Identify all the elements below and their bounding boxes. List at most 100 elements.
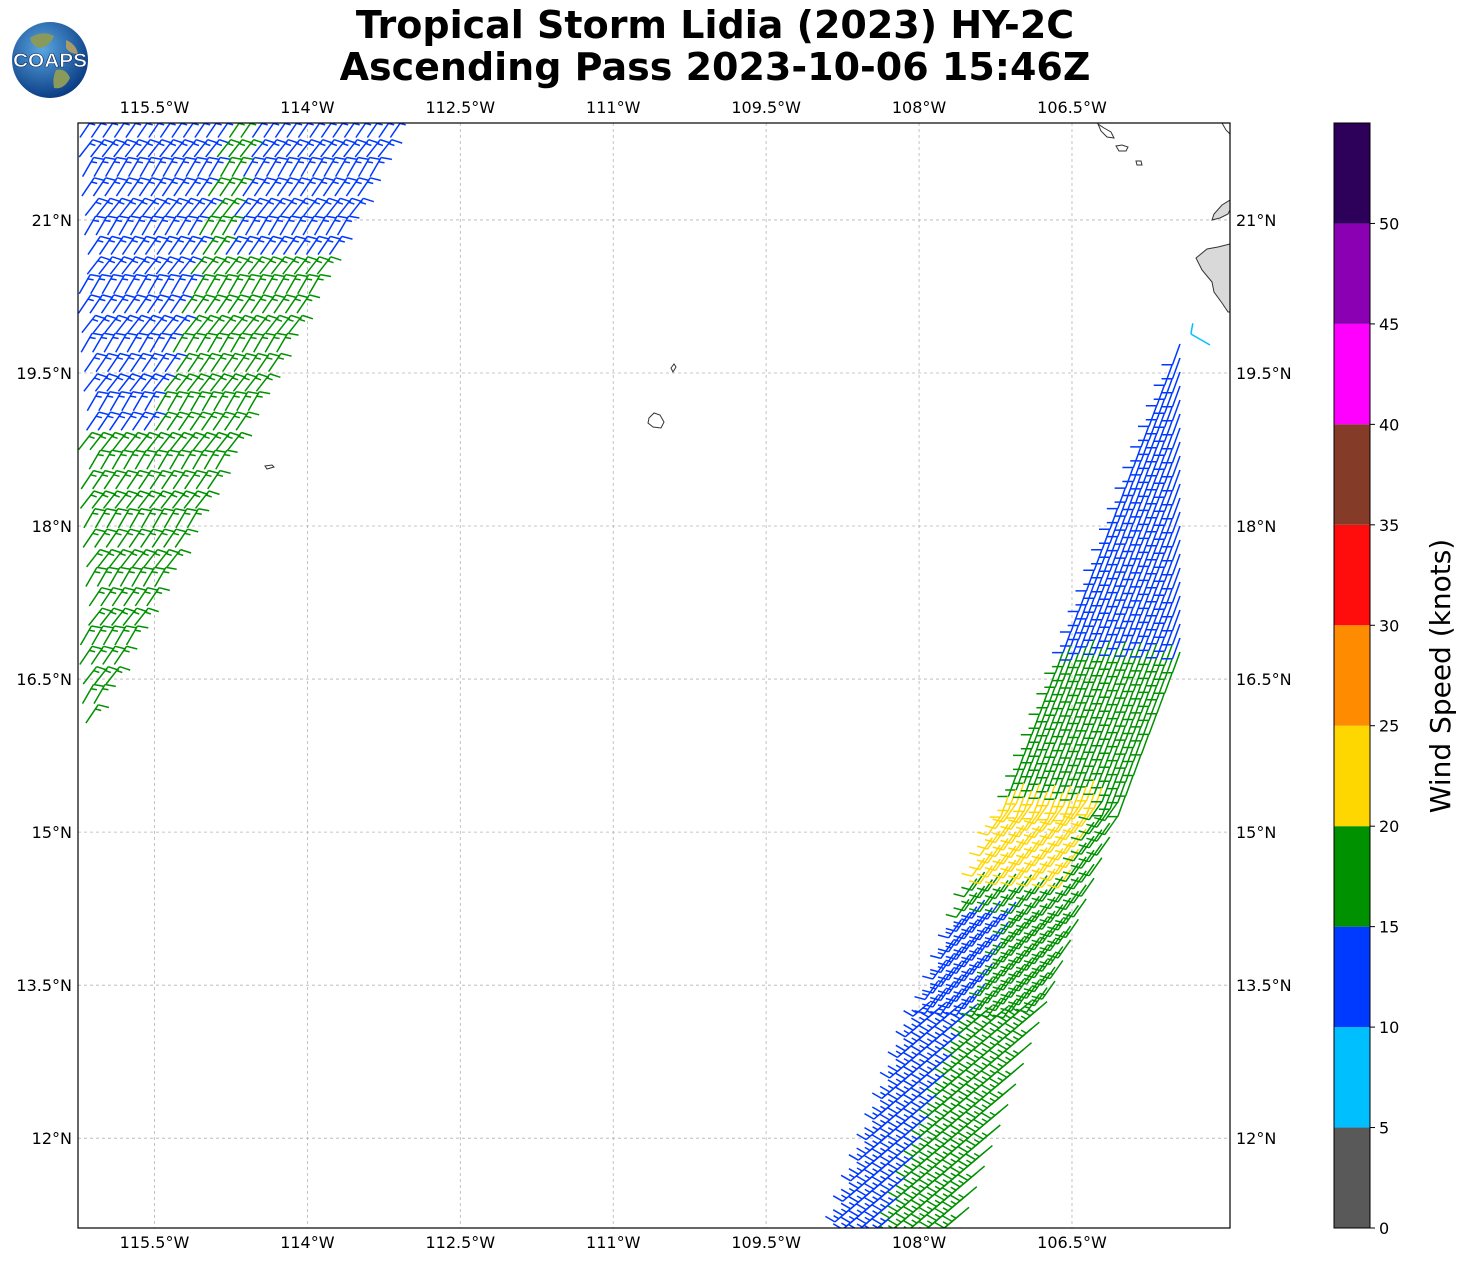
lon-tick-label-bottom: 114°W — [280, 1233, 335, 1252]
wind-barb — [1114, 509, 1134, 531]
wind-barb — [1106, 627, 1127, 650]
wind-barb — [1086, 822, 1111, 842]
wind-barb — [1153, 406, 1173, 428]
wind-barb — [205, 273, 228, 295]
colorbar-segment — [1334, 1127, 1370, 1228]
colorbar-tick-label: 45 — [1379, 315, 1399, 334]
wind-barb — [965, 1145, 993, 1161]
wind-barb — [1153, 602, 1173, 624]
wind-barb — [355, 123, 372, 138]
wind-barb — [1130, 608, 1150, 630]
wind-barb — [1114, 481, 1134, 503]
wind-barb — [1094, 816, 1119, 836]
colorbar-segment — [1334, 524, 1370, 626]
wind-barb — [1153, 462, 1173, 484]
wind-barb — [100, 586, 124, 607]
wind-barb — [217, 123, 234, 138]
wind-barb — [136, 273, 159, 295]
wind-barb — [89, 294, 114, 314]
wind-barb — [328, 235, 353, 256]
wind-barb — [123, 449, 146, 470]
wind-barb — [186, 508, 210, 529]
wind-barb — [125, 625, 149, 646]
wind-barb — [218, 332, 242, 353]
wind-barb — [1091, 570, 1111, 593]
wind-barb — [123, 586, 147, 607]
wind-barb — [152, 215, 176, 236]
wind-barb — [1114, 761, 1134, 783]
wind-barb — [1161, 413, 1181, 436]
wind-barb — [1145, 566, 1166, 589]
wind-barb — [1023, 805, 1048, 825]
wind-barb — [131, 411, 156, 431]
wind-barb — [1138, 629, 1158, 652]
wind-barb — [1161, 595, 1181, 618]
wind-barb — [141, 215, 165, 236]
wind-barb — [251, 273, 274, 295]
wind-barb — [162, 156, 186, 177]
wind-barb — [92, 469, 116, 490]
wind-barb — [1138, 699, 1158, 722]
wind-barb — [193, 273, 217, 295]
wind-barb — [135, 294, 160, 314]
wind-barb — [1122, 726, 1142, 749]
wind-barb — [1145, 440, 1166, 463]
lon-tick-label-bottom: 115.5°W — [120, 1233, 190, 1252]
wind-barb — [279, 215, 303, 236]
wind-barb — [1099, 746, 1119, 768]
wind-barb — [96, 566, 120, 587]
wind-barb — [1114, 649, 1134, 671]
wind-barb — [1138, 601, 1158, 624]
wind-barb — [185, 156, 209, 177]
wind-barb — [187, 352, 212, 373]
wind-barb — [1114, 635, 1134, 657]
wind-barb — [240, 123, 257, 138]
colorbar-segment — [1334, 625, 1370, 726]
coaps-logo: COAPS — [12, 22, 88, 98]
wind-barb — [200, 411, 225, 431]
wind-barb — [144, 235, 169, 256]
wind-barb — [1052, 799, 1072, 822]
wind-barb — [1099, 676, 1119, 698]
wind-barb — [1008, 804, 1033, 824]
wind-barb — [1044, 680, 1064, 702]
wind-barb — [163, 528, 187, 548]
wind-barb — [918, 1002, 947, 1018]
wind-barb — [1055, 806, 1080, 827]
wind-barb — [273, 294, 298, 314]
wind-barb — [1078, 857, 1103, 877]
wind-barb — [1114, 747, 1134, 769]
wind-barb — [1130, 468, 1150, 490]
wind-barb — [1059, 737, 1080, 759]
wind-barb — [138, 332, 161, 353]
lon-tick-label-bottom: 112.5°W — [425, 1233, 495, 1252]
wind-barb — [997, 775, 1017, 798]
wind-barb — [316, 256, 342, 275]
wind-barb — [1099, 508, 1119, 530]
wind-barb — [271, 235, 296, 256]
colorbar-tick-label: 0 — [1379, 1219, 1389, 1238]
lat-tick-label-left: 15°N — [32, 823, 72, 842]
colorbar-tick-label: 15 — [1379, 918, 1399, 937]
wind-barb — [1099, 662, 1119, 684]
wind-barb — [1036, 672, 1056, 695]
wind-barb — [1122, 544, 1142, 567]
wind-barb — [174, 528, 199, 548]
wind-barb — [123, 294, 148, 314]
wind-barb — [138, 177, 163, 197]
wind-barb — [1145, 496, 1166, 519]
colorbar-segment — [1334, 424, 1370, 525]
wind-barb — [1052, 757, 1072, 780]
lat-tick-label-right: 21°N — [1236, 211, 1276, 230]
wind-barb — [1099, 732, 1119, 754]
wind-barb — [1083, 563, 1103, 586]
islas-marias-1 — [1097, 123, 1115, 139]
wind-barb — [1130, 664, 1150, 686]
wind-barb — [277, 156, 301, 177]
wind-barb — [94, 508, 118, 529]
wind-barb — [184, 332, 207, 353]
wind-barb — [282, 235, 307, 256]
wind-barb — [1052, 715, 1072, 738]
wind-barb — [1106, 487, 1127, 510]
